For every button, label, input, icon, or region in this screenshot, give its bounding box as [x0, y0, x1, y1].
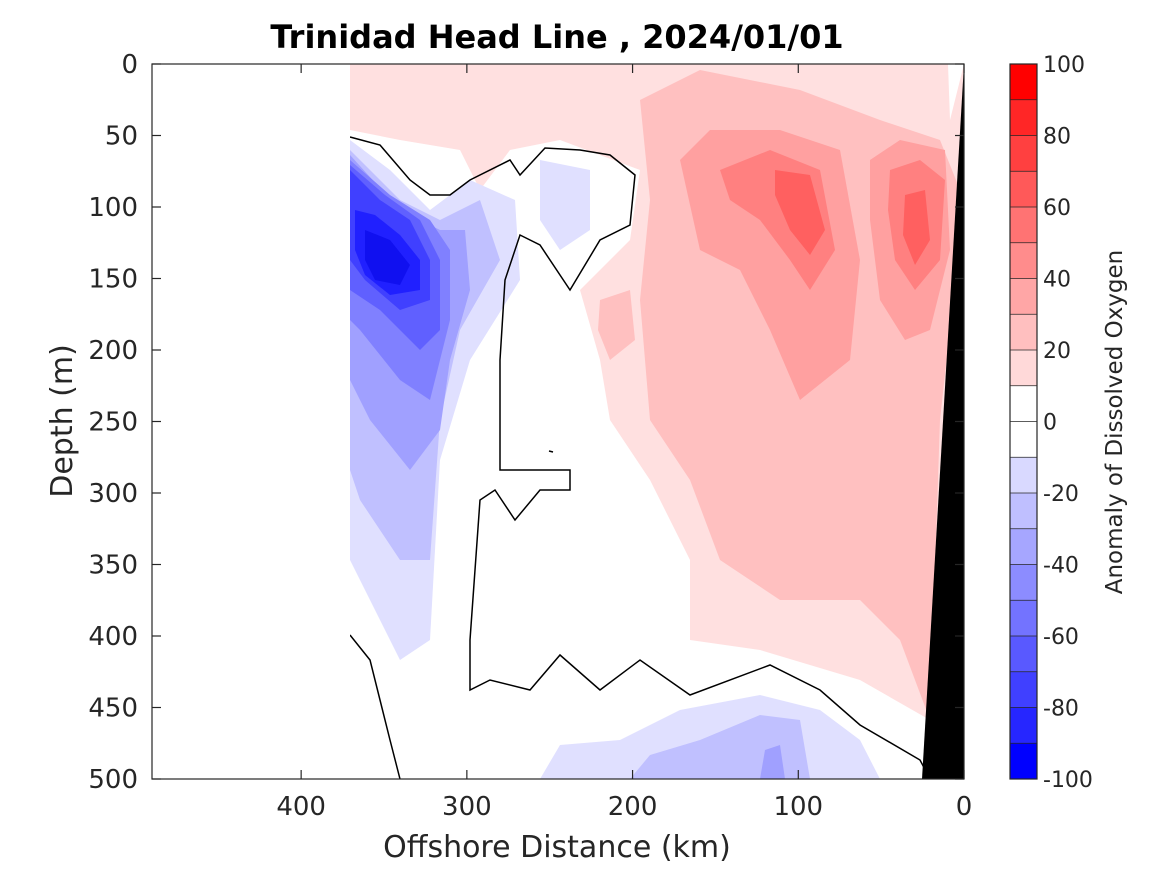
colorbar-band — [1010, 100, 1037, 136]
colorbar-band — [1010, 350, 1037, 386]
colorbar-tick-label: -100 — [1043, 768, 1093, 793]
chart-title: Trinidad Head Line , 2024/01/01 — [270, 18, 843, 56]
y-tick-label: 250 — [88, 408, 138, 438]
y-tick-label: 450 — [88, 694, 138, 724]
x-tick-label: 400 — [276, 792, 326, 822]
colorbar-band — [1010, 314, 1037, 350]
no-data-region — [152, 64, 350, 779]
y-tick-label: 100 — [88, 193, 138, 223]
colorbar-band — [1010, 708, 1037, 744]
colorbar-tick-label: -20 — [1043, 482, 1079, 507]
colorbar-band — [1010, 600, 1037, 636]
x-tick-label: 0 — [956, 792, 973, 822]
colorbar-tick-label: 60 — [1043, 196, 1071, 221]
colorbar-band — [1010, 243, 1037, 279]
colorbar: -100 -80 -60 -40 -20 0 20 40 60 80 100 — [1010, 53, 1093, 793]
y-tick-label: 150 — [88, 265, 138, 295]
y-tick-label: 500 — [88, 765, 138, 795]
colorbar-tick-label: 0 — [1043, 411, 1057, 436]
x-axis-label: Offshore Distance (km) — [383, 830, 731, 865]
colorbar-band — [1010, 493, 1037, 529]
y-tick-label: 350 — [88, 551, 138, 581]
colorbar-tick-label: 40 — [1043, 268, 1071, 293]
y-tick-label: 400 — [88, 622, 138, 652]
colorbar-band — [1010, 422, 1037, 458]
colorbar-band — [1010, 743, 1037, 779]
y-tick-label: 200 — [88, 336, 138, 366]
colorbar-tick-label: -80 — [1043, 697, 1079, 722]
x-tick-label: 200 — [608, 792, 658, 822]
colorbar-tick-label: 20 — [1043, 339, 1071, 364]
y-tick-label: 0 — [121, 50, 138, 80]
colorbar-label: Anomaly of Dissolved Oxygen — [1102, 250, 1128, 595]
colorbar-band — [1010, 529, 1037, 565]
colorbar-band — [1010, 207, 1037, 243]
colorbar-tick-label: 100 — [1043, 53, 1085, 78]
colorbar-tick-label: -60 — [1043, 625, 1079, 650]
colorbar-band — [1010, 386, 1037, 422]
zero-contour-line-dot — [549, 451, 553, 452]
contour-field — [152, 64, 964, 779]
colorbar-band — [1010, 457, 1037, 493]
colorbar-band — [1010, 171, 1037, 207]
x-tick-label: 100 — [773, 792, 823, 822]
x-tick-label: 300 — [442, 792, 492, 822]
y-tick-label: 300 — [88, 479, 138, 509]
colorbar-band — [1010, 279, 1037, 315]
colorbar-band — [1010, 672, 1037, 708]
colorbar-tick-label: -40 — [1043, 554, 1079, 579]
colorbar-band — [1010, 136, 1037, 172]
contour-chart: Trinidad Head Line , 2024/01/01 — [0, 0, 1167, 875]
y-axis-label: Depth (m) — [45, 344, 80, 498]
y-tick-label: 50 — [105, 122, 138, 152]
colorbar-band — [1010, 64, 1037, 100]
colorbar-band — [1010, 636, 1037, 672]
colorbar-band — [1010, 565, 1037, 601]
colorbar-tick-label: 80 — [1043, 125, 1071, 150]
